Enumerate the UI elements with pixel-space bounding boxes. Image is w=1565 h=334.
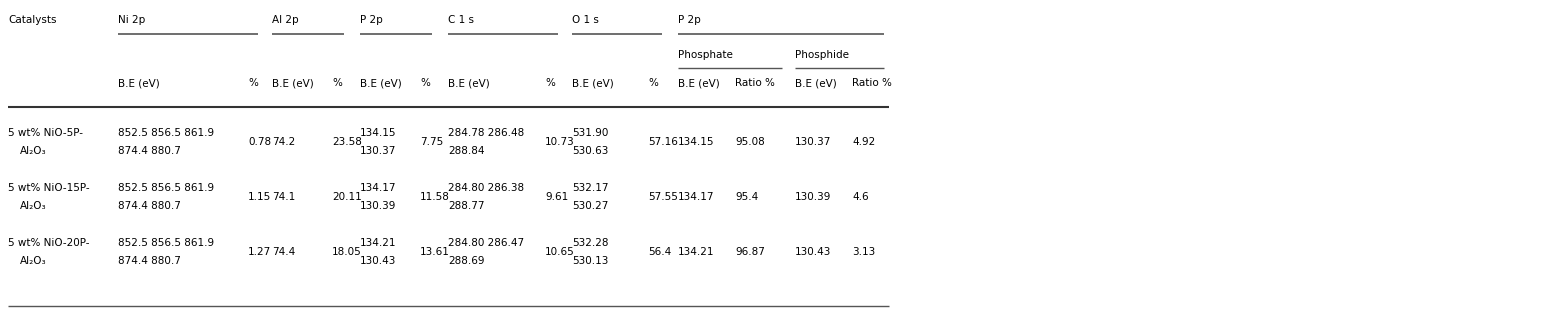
Text: 74.2: 74.2 (272, 137, 296, 147)
Text: 288.69: 288.69 (448, 256, 485, 266)
Text: 288.77: 288.77 (448, 201, 485, 211)
Text: 96.87: 96.87 (736, 247, 765, 257)
Text: 57.16: 57.16 (648, 137, 678, 147)
Text: B.E (eV): B.E (eV) (571, 78, 613, 88)
Text: Al₂O₃: Al₂O₃ (20, 146, 47, 156)
Text: 852.5 856.5 861.9: 852.5 856.5 861.9 (117, 183, 214, 193)
Text: 874.4 880.7: 874.4 880.7 (117, 256, 182, 266)
Text: 130.43: 130.43 (795, 247, 831, 257)
Text: 874.4 880.7: 874.4 880.7 (117, 201, 182, 211)
Text: P 2p: P 2p (360, 15, 383, 25)
Text: 95.08: 95.08 (736, 137, 765, 147)
Text: %: % (545, 78, 556, 88)
Text: Phosphate: Phosphate (678, 50, 732, 60)
Text: B.E (eV): B.E (eV) (795, 78, 837, 88)
Text: 95.4: 95.4 (736, 192, 759, 202)
Text: 5 wt% NiO-5P-: 5 wt% NiO-5P- (8, 128, 83, 138)
Text: B.E (eV): B.E (eV) (678, 78, 720, 88)
Text: 56.4: 56.4 (648, 247, 671, 257)
Text: 7.75: 7.75 (419, 137, 443, 147)
Text: Al₂O₃: Al₂O₃ (20, 201, 47, 211)
Text: 13.61: 13.61 (419, 247, 449, 257)
Text: 532.17: 532.17 (571, 183, 609, 193)
Text: 9.61: 9.61 (545, 192, 568, 202)
Text: 1.15: 1.15 (247, 192, 271, 202)
Text: 11.58: 11.58 (419, 192, 449, 202)
Text: Ni 2p: Ni 2p (117, 15, 146, 25)
Text: 1.27: 1.27 (247, 247, 271, 257)
Text: 530.13: 530.13 (571, 256, 609, 266)
Text: 852.5 856.5 861.9: 852.5 856.5 861.9 (117, 128, 214, 138)
Text: O 1 s: O 1 s (571, 15, 599, 25)
Text: 134.21: 134.21 (360, 238, 396, 248)
Text: B.E (eV): B.E (eV) (117, 78, 160, 88)
Text: 57.55: 57.55 (648, 192, 678, 202)
Text: 531.90: 531.90 (571, 128, 609, 138)
Text: %: % (332, 78, 341, 88)
Text: Ratio %: Ratio % (851, 78, 892, 88)
Text: 5 wt% NiO-15P-: 5 wt% NiO-15P- (8, 183, 89, 193)
Text: 4.92: 4.92 (851, 137, 875, 147)
Text: 284.80 286.47: 284.80 286.47 (448, 238, 524, 248)
Text: 5 wt% NiO-20P-: 5 wt% NiO-20P- (8, 238, 89, 248)
Text: B.E (eV): B.E (eV) (360, 78, 402, 88)
Text: 134.17: 134.17 (360, 183, 396, 193)
Text: 130.39: 130.39 (795, 192, 831, 202)
Text: %: % (247, 78, 258, 88)
Text: 134.21: 134.21 (678, 247, 715, 257)
Text: %: % (648, 78, 657, 88)
Text: 130.37: 130.37 (795, 137, 831, 147)
Text: 532.28: 532.28 (571, 238, 609, 248)
Text: 74.4: 74.4 (272, 247, 296, 257)
Text: 10.73: 10.73 (545, 137, 574, 147)
Text: 874.4 880.7: 874.4 880.7 (117, 146, 182, 156)
Text: 74.1: 74.1 (272, 192, 296, 202)
Text: 284.80 286.38: 284.80 286.38 (448, 183, 524, 193)
Text: 288.84: 288.84 (448, 146, 485, 156)
Text: 530.27: 530.27 (571, 201, 609, 211)
Text: 18.05: 18.05 (332, 247, 362, 257)
Text: 134.17: 134.17 (678, 192, 715, 202)
Text: %: % (419, 78, 430, 88)
Text: 23.58: 23.58 (332, 137, 362, 147)
Text: 10.65: 10.65 (545, 247, 574, 257)
Text: Al 2p: Al 2p (272, 15, 299, 25)
Text: Phosphide: Phosphide (795, 50, 848, 60)
Text: 20.11: 20.11 (332, 192, 362, 202)
Text: 530.63: 530.63 (571, 146, 609, 156)
Text: Catalysts: Catalysts (8, 15, 56, 25)
Text: 130.39: 130.39 (360, 201, 396, 211)
Text: 284.78 286.48: 284.78 286.48 (448, 128, 524, 138)
Text: Ratio %: Ratio % (736, 78, 775, 88)
Text: 852.5 856.5 861.9: 852.5 856.5 861.9 (117, 238, 214, 248)
Text: B.E (eV): B.E (eV) (448, 78, 490, 88)
Text: P 2p: P 2p (678, 15, 701, 25)
Text: B.E (eV): B.E (eV) (272, 78, 313, 88)
Text: C 1 s: C 1 s (448, 15, 474, 25)
Text: 134.15: 134.15 (678, 137, 715, 147)
Text: Al₂O₃: Al₂O₃ (20, 256, 47, 266)
Text: 0.78: 0.78 (247, 137, 271, 147)
Text: 3.13: 3.13 (851, 247, 875, 257)
Text: 130.37: 130.37 (360, 146, 396, 156)
Text: 4.6: 4.6 (851, 192, 869, 202)
Text: 134.15: 134.15 (360, 128, 396, 138)
Text: 130.43: 130.43 (360, 256, 396, 266)
